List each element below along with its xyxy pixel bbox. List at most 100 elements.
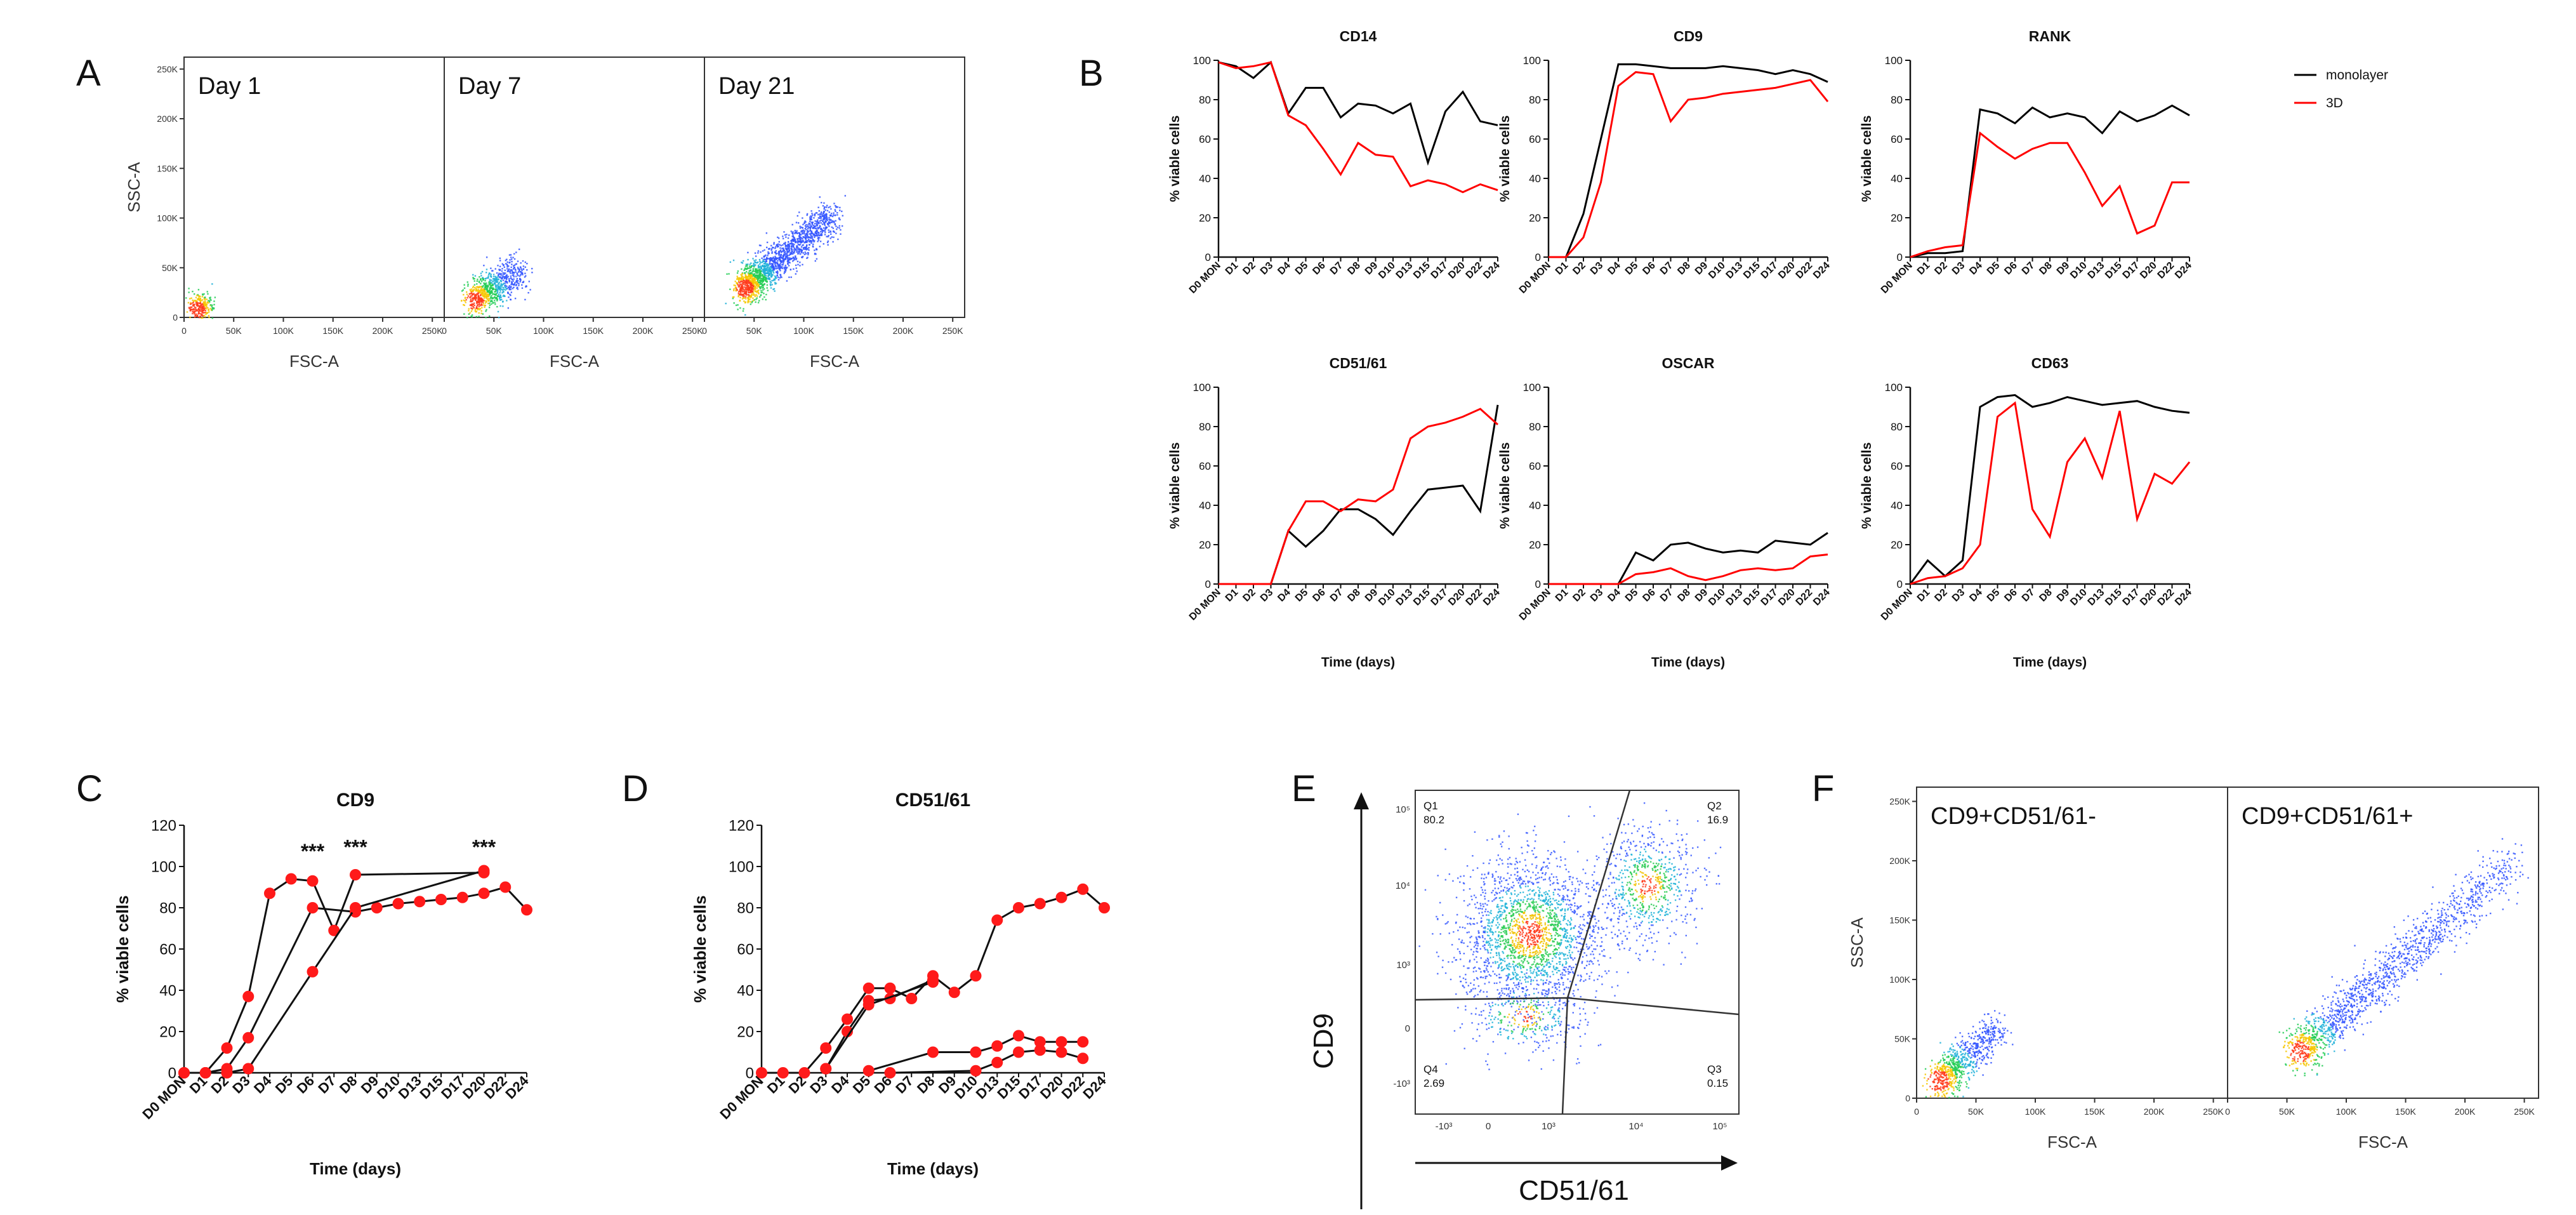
flow-dot	[2401, 970, 2403, 973]
flow-dot	[768, 278, 770, 281]
flow-dot	[478, 298, 480, 300]
flow-dot	[192, 310, 194, 312]
flow-dot	[1955, 1073, 1957, 1075]
flow-dot	[491, 300, 493, 302]
flow-dot	[1943, 1077, 1945, 1079]
flow-dot	[2511, 876, 2513, 878]
flow-dot	[802, 244, 804, 246]
flow-dot	[209, 307, 211, 310]
flow-dot	[780, 260, 782, 263]
flow-dot	[2322, 1033, 2325, 1035]
flow-dot	[802, 223, 804, 225]
flow-dot	[2342, 1015, 2344, 1018]
flow-dot	[1953, 1056, 1955, 1058]
flow-dot	[1990, 1057, 1992, 1059]
flow-dot	[470, 310, 473, 312]
flow-dot	[771, 252, 773, 255]
flow-dot	[1955, 1056, 1957, 1058]
flow-dot	[476, 302, 478, 305]
flow-dot	[468, 308, 470, 310]
flow-dot	[2445, 912, 2447, 914]
flow-dot	[2307, 1048, 2309, 1050]
flow-dot	[758, 300, 760, 302]
flow-dot	[2326, 1016, 2328, 1018]
flow-dot	[487, 274, 490, 276]
flow-dot	[510, 295, 512, 296]
flow-dot	[2341, 979, 2344, 981]
flow-dot	[485, 288, 487, 290]
flow-dot	[748, 273, 750, 275]
flow-dot	[2466, 912, 2468, 914]
flow-dot	[492, 288, 494, 291]
flow-dot	[756, 283, 758, 285]
flow-dots	[2278, 838, 2529, 1077]
flow-dot	[2488, 900, 2490, 902]
flow-dot	[2297, 1068, 2299, 1070]
flow-dot	[754, 286, 756, 288]
flow-dot	[486, 295, 488, 296]
flow-dot	[2323, 1024, 2325, 1026]
flow-dot	[502, 289, 504, 291]
flow-dot	[508, 288, 511, 289]
flow-dot	[2382, 968, 2384, 970]
flow-dot	[750, 294, 753, 296]
flow-dot	[2372, 992, 2374, 994]
flow-dot	[497, 287, 499, 289]
flow-dot	[481, 304, 483, 307]
flow-dot	[2462, 912, 2464, 914]
flow-dot	[2325, 1033, 2327, 1035]
flow-dot	[764, 258, 766, 260]
flow-dot	[809, 239, 811, 242]
flow-dot	[775, 277, 777, 279]
flow-dot	[1974, 1052, 1976, 1054]
flow-dot	[2499, 870, 2500, 872]
flow-dot	[498, 293, 499, 296]
flow-dot	[496, 300, 498, 302]
flow-dot	[2466, 897, 2468, 900]
flow-dot	[765, 269, 768, 271]
flow-dot	[1991, 1028, 1994, 1030]
flow-dot	[2391, 993, 2393, 996]
flow-dot	[782, 244, 784, 246]
flow-dot	[2325, 1030, 2327, 1032]
flow-dot	[1951, 1092, 1953, 1094]
flow-dot	[2353, 1028, 2356, 1030]
flow-dot	[2319, 1028, 2321, 1031]
flow-dot	[197, 305, 199, 307]
flow-dot	[793, 268, 795, 270]
flow-dot	[736, 289, 738, 291]
flow-dot	[2335, 1015, 2337, 1018]
flow-dot	[504, 277, 506, 279]
flow-dot	[475, 289, 477, 291]
flow-dot	[2401, 961, 2403, 964]
flow-dot	[814, 231, 816, 234]
flow-dot	[2420, 962, 2422, 964]
flow-dot	[736, 282, 738, 284]
flow-dot	[507, 292, 510, 295]
flow-dot	[488, 281, 490, 283]
flow-dot	[2322, 1007, 2325, 1010]
flow-dot	[2460, 912, 2463, 915]
flow-dot	[2343, 1026, 2346, 1028]
flow-dot	[745, 294, 747, 296]
flow-dot	[811, 237, 813, 239]
flow-dot	[779, 263, 781, 265]
flow-dot	[2384, 976, 2386, 978]
flow-dot	[754, 262, 756, 263]
flow-dot	[2448, 905, 2451, 908]
flow-dot	[2354, 993, 2356, 996]
flow-dot	[1960, 1066, 1962, 1068]
flow-dot	[1964, 1044, 1967, 1046]
flow-dot	[2493, 877, 2495, 879]
flow-dot	[799, 253, 802, 255]
flow-dot	[493, 293, 496, 295]
flow-dot	[510, 266, 512, 269]
flow-dot	[737, 309, 739, 310]
flow-dot	[2471, 891, 2474, 893]
flow-dot	[486, 298, 488, 300]
flow-dot	[2514, 853, 2516, 855]
flow-dot	[2330, 1015, 2332, 1018]
flow-dot	[786, 248, 788, 249]
flow-dot	[1955, 1066, 1957, 1069]
flow-dot	[774, 275, 776, 277]
